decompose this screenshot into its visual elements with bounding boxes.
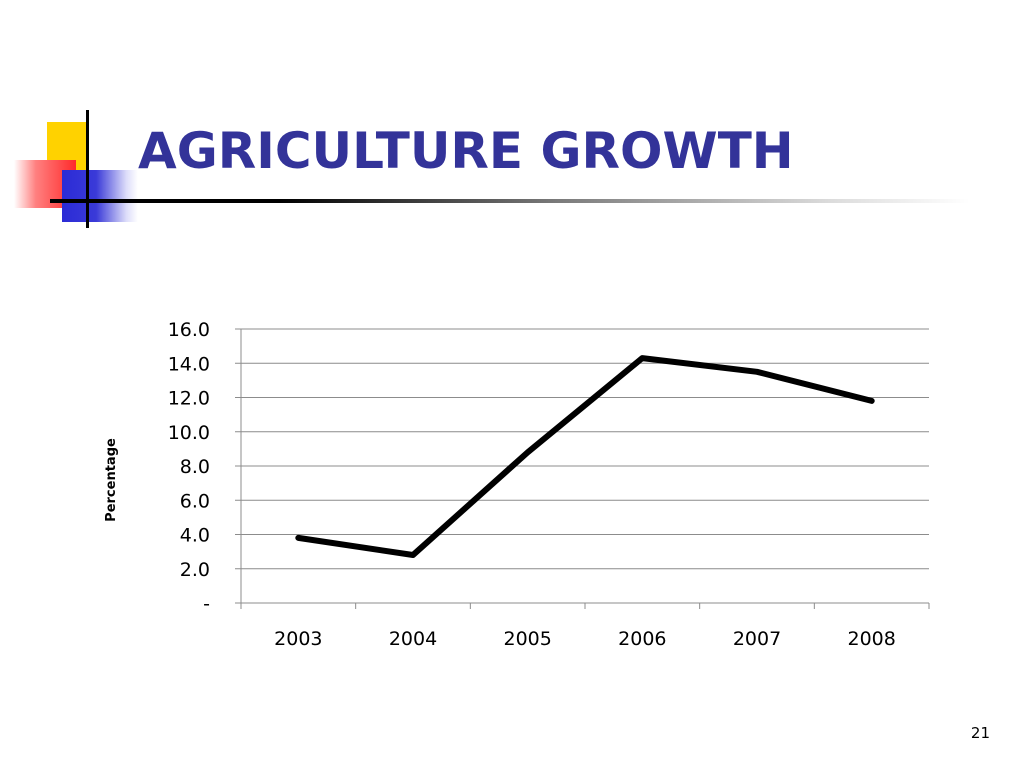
- y-tick-label: 8.0: [180, 456, 210, 478]
- chart-series: [295, 355, 875, 558]
- y-tick-label: 2.0: [180, 559, 210, 581]
- slide-title: AGRICULTURE GROWTH: [138, 122, 794, 180]
- y-tick-label: 10.0: [168, 422, 210, 444]
- title-underline: [50, 199, 970, 203]
- y-tick-label: 16.0: [168, 319, 210, 341]
- x-tick-label: 2008: [847, 628, 895, 650]
- y-tick-label: 6.0: [180, 490, 210, 512]
- x-tick-label: 2004: [389, 628, 437, 650]
- chart-gridlines: [235, 328, 929, 604]
- y-axis-tick-labels: - 2.0 4.0 6.0 8.0 10.0 12.0 14.0 16.0: [168, 319, 210, 615]
- y-axis-label: Percentage: [104, 438, 119, 522]
- chart-axes: [240, 329, 930, 609]
- y-tick-label: 12.0: [168, 388, 210, 410]
- slide-logo-decoration: [0, 0, 150, 240]
- x-tick-label: 2006: [618, 628, 666, 650]
- page-number: 21: [970, 724, 990, 742]
- y-tick-label: 4.0: [180, 525, 210, 547]
- y-tick-label: -: [203, 593, 210, 615]
- vertical-rule-decoration: [86, 110, 89, 228]
- series-line: [295, 355, 875, 558]
- y-tick-label: 14.0: [168, 353, 210, 375]
- x-tick-label: 2007: [733, 628, 781, 650]
- x-axis-tick-labels: 2003 2004 2005 2006 2007 2008: [274, 628, 896, 650]
- x-tick-label: 2003: [274, 628, 322, 650]
- blue-square-decoration: [62, 170, 138, 222]
- x-tick-label: 2005: [503, 628, 551, 650]
